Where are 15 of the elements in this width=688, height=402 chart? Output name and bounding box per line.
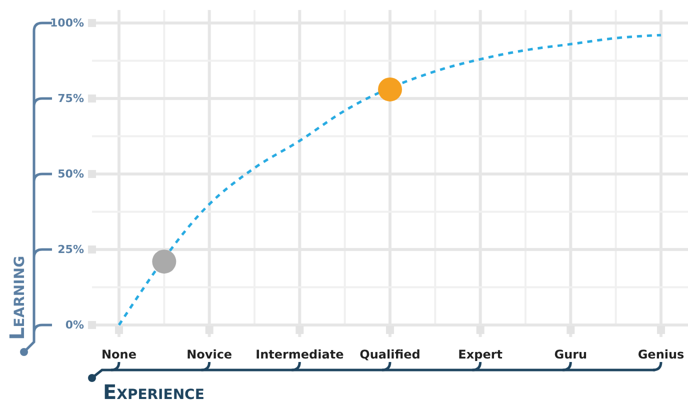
x-tick-label: Qualified	[360, 348, 420, 362]
y-axis-title: Learning	[5, 256, 29, 340]
y-tick-label: 25%	[58, 243, 84, 256]
line-series	[118, 34, 662, 326]
x-tick-label: Guru	[554, 348, 588, 362]
y-tick-label: 0%	[65, 318, 84, 332]
x-tick-label: Expert	[458, 348, 503, 362]
x-tick-label: Genius	[638, 348, 684, 362]
y-tick-label: 75%	[58, 92, 84, 106]
x-axis-title: Experience	[103, 380, 204, 402]
y-tick-label: 100%	[50, 16, 84, 30]
y-tick-label: 50%	[58, 168, 84, 181]
x-tick-label: Intermediate	[256, 348, 344, 362]
x-tick-label: Novice	[186, 348, 232, 362]
x-tick-label: None	[102, 348, 136, 362]
